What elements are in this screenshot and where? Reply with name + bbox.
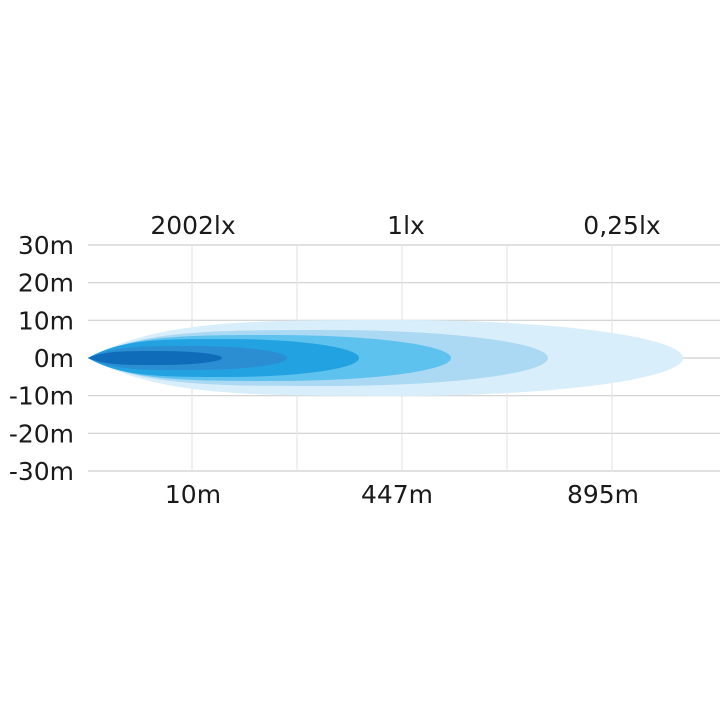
y-tick-label: -30m [9,457,74,486]
y-tick-label: -20m [9,419,74,448]
distance-labels: 10m 447m 895m [165,480,639,509]
distance-label: 895m [567,480,639,509]
y-tick-label: -10m [9,382,74,411]
illuminance-labels: 2002lx 1lx 0,25lx [150,211,660,240]
y-tick-label: 20m [18,269,74,298]
illuminance-label: 2002lx [150,211,235,240]
illuminance-label: 0,25lx [583,211,660,240]
distance-label: 447m [361,480,433,509]
beam-contour-6 [88,351,222,365]
illuminance-label: 1lx [387,211,425,240]
y-tick-label: 10m [18,306,74,335]
y-tick-label: 30m [18,231,74,260]
y-tick-label: 0m [34,344,74,373]
beam-contours [88,320,683,396]
y-axis-labels: 30m 20m 10m 0m -10m -20m -30m [9,231,74,486]
distance-label: 10m [165,480,221,509]
